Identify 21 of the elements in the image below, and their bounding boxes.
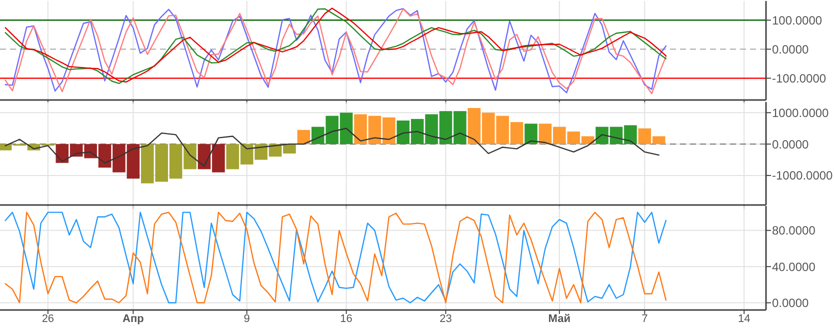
x-tick-label: 9 — [244, 313, 250, 325]
y-tick-label: -100.0000 — [772, 71, 826, 86]
y-tick-label: 1000.0000 — [772, 106, 830, 120]
x-tick-label: 23 — [440, 313, 452, 325]
line-series — [4, 128, 660, 167]
x-tick-label: 26 — [42, 313, 54, 325]
y-tick-label: 40.0000 — [772, 260, 816, 274]
line-series — [4, 212, 667, 304]
x-tick-label: 14 — [738, 313, 750, 325]
y-tick-label: -1000.0000 — [772, 168, 834, 183]
y-tick-label: 0.0000 — [772, 137, 810, 152]
x-tick-label: Май — [548, 313, 570, 325]
y-tick-label: 80.0000 — [772, 224, 816, 238]
y-tick-label: 0.0000 — [772, 42, 810, 56]
x-tick-label: Апр — [122, 313, 144, 325]
x-tick-label: 7 — [642, 313, 648, 325]
y-tick-label: 0.0000 — [772, 296, 810, 310]
y-tick-label: 100.0000 — [772, 13, 822, 28]
bar — [297, 130, 310, 144]
x-tick-label: 16 — [340, 313, 352, 325]
bar — [524, 124, 538, 144]
